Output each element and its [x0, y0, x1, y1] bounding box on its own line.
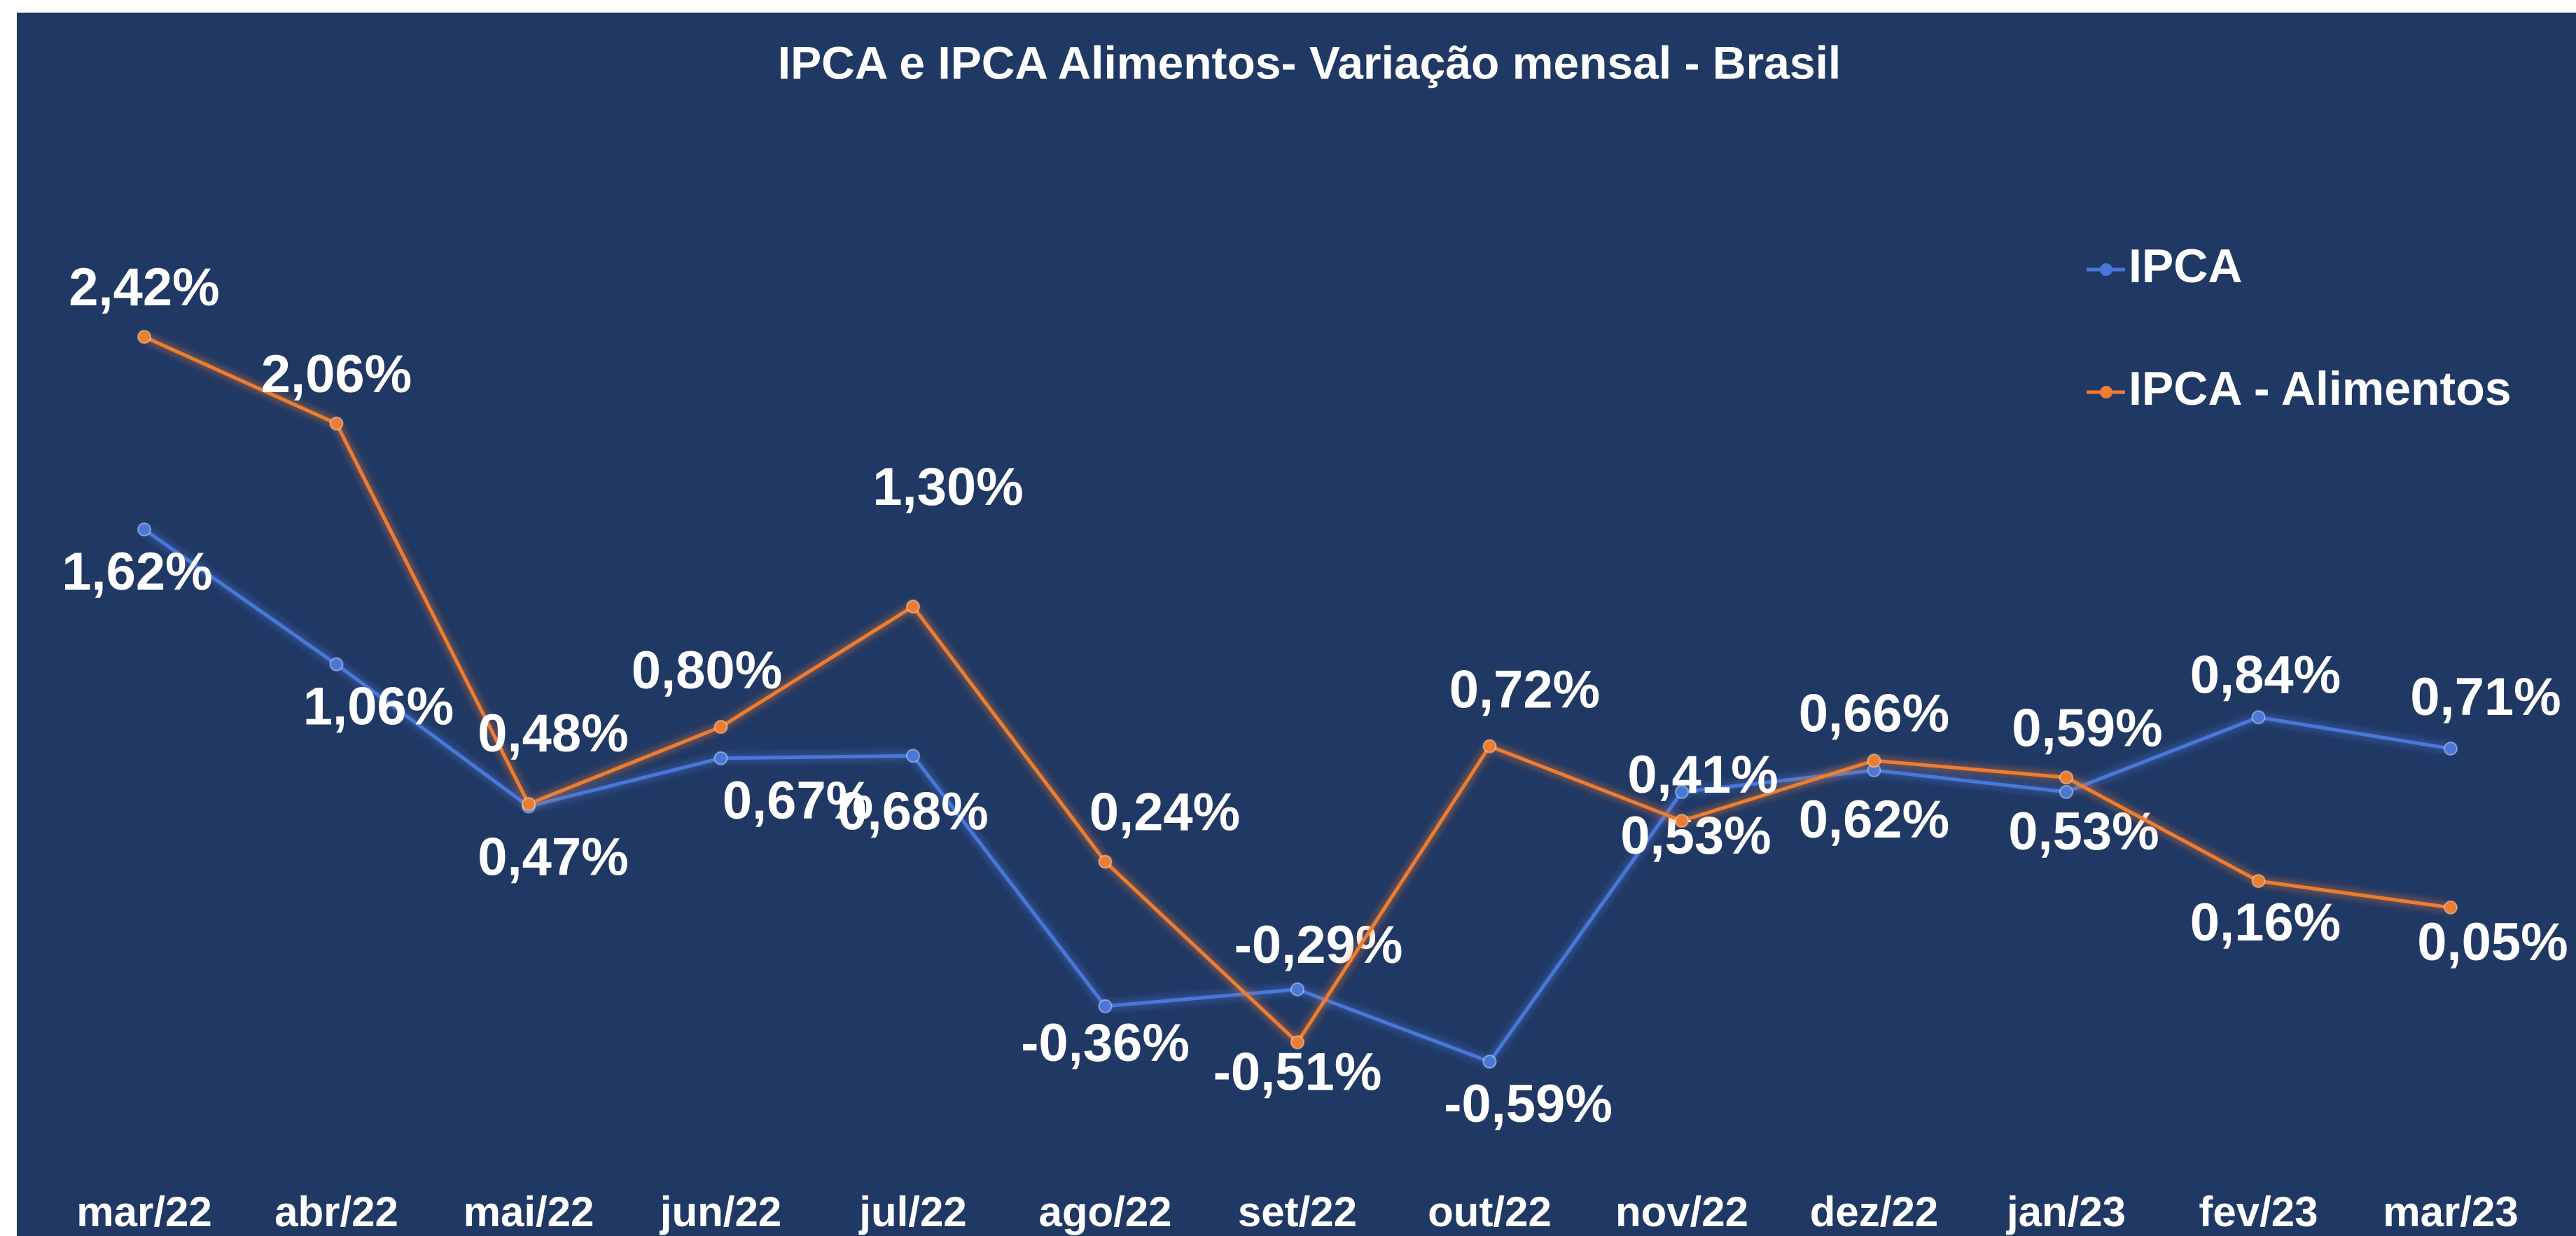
- point: [2059, 784, 2073, 799]
- point: [1675, 814, 1689, 828]
- legend-marker: [2100, 263, 2112, 276]
- legend-label: IPCA - Alimentos: [2129, 362, 2512, 415]
- point: [713, 751, 728, 765]
- point: [1290, 982, 1304, 997]
- data-label: 0,84%: [2190, 645, 2341, 704]
- data-label: 0,24%: [1089, 783, 1241, 842]
- x-tick-label: abr/22: [274, 1188, 398, 1235]
- data-label: 0,47%: [478, 828, 629, 887]
- data-label: 0,67%: [723, 771, 874, 831]
- point: [329, 416, 344, 431]
- point: [1098, 854, 1113, 869]
- x-tick-label: dez/22: [1810, 1188, 1938, 1235]
- point: [906, 599, 920, 614]
- point: [713, 720, 728, 735]
- x-tick-label: jul/22: [858, 1188, 966, 1235]
- data-label: -0,59%: [1444, 1074, 1613, 1134]
- x-tick-label: jun/22: [660, 1188, 781, 1235]
- data-label: 1,62%: [62, 542, 213, 602]
- point: [2251, 710, 2266, 725]
- x-tick-label: mar/22: [76, 1188, 211, 1235]
- data-label: -0,51%: [1213, 1043, 1382, 1102]
- data-label: 1,06%: [303, 677, 454, 737]
- point: [522, 797, 536, 812]
- data-label: 0,62%: [1799, 790, 1950, 849]
- point: [1098, 999, 1113, 1013]
- data-label: 0,48%: [478, 704, 629, 763]
- data-label: 0,41%: [1627, 745, 1778, 805]
- data-label: -0,29%: [1234, 915, 1403, 975]
- data-label: 0,59%: [2012, 698, 2163, 758]
- x-tick-label: set/22: [1238, 1188, 1357, 1235]
- point: [2251, 874, 2266, 889]
- data-label: 0,72%: [1449, 660, 1601, 720]
- plot-background: [17, 13, 2576, 1236]
- data-label: 0,53%: [2008, 802, 2159, 861]
- x-tick-label: nov/22: [1615, 1188, 1748, 1235]
- chart-title: IPCA e IPCA Alimentos- Variação mensal -…: [778, 36, 1842, 88]
- legend-label: IPCA: [2129, 239, 2242, 293]
- x-tick-label: mai/22: [464, 1188, 594, 1235]
- data-label: 0,16%: [2190, 893, 2341, 952]
- point: [1675, 784, 1689, 799]
- data-label: -0,36%: [1021, 1013, 1190, 1073]
- data-label: 0,68%: [837, 782, 989, 841]
- data-label: 2,42%: [69, 258, 220, 317]
- data-label: 1,30%: [872, 457, 1024, 517]
- data-label: 2,06%: [261, 345, 412, 404]
- point: [1290, 1035, 1304, 1050]
- point: [2059, 770, 2073, 785]
- point: [1482, 1055, 1497, 1069]
- x-tick-label: ago/22: [1038, 1188, 1171, 1235]
- point: [1867, 754, 1881, 768]
- point: [906, 749, 920, 763]
- point: [2444, 741, 2458, 756]
- point: [1482, 739, 1497, 754]
- x-tick-label: mar/23: [2383, 1188, 2518, 1235]
- data-label: 0,05%: [2417, 912, 2568, 972]
- x-tick-label: out/22: [1428, 1188, 1552, 1235]
- data-label: 0,80%: [632, 641, 783, 700]
- point: [2444, 900, 2458, 915]
- legend-marker: [2100, 386, 2112, 398]
- point: [329, 657, 344, 672]
- point: [137, 330, 151, 344]
- point: [137, 522, 151, 537]
- x-tick-label: jan/23: [2006, 1188, 2126, 1235]
- data-label: 0,66%: [1799, 683, 1950, 743]
- x-tick-label: fev/23: [2199, 1188, 2318, 1235]
- data-label: 0,71%: [2410, 667, 2561, 727]
